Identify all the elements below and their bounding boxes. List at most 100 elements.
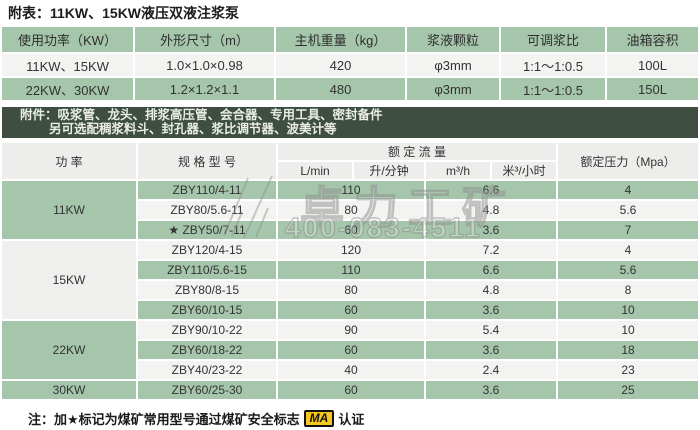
power-group-cell: 22KW (2, 321, 136, 379)
spec-cell: 150L (607, 78, 698, 100)
pressure-cell: 23 (558, 361, 699, 379)
flow-m3h-cell: 3.6 (426, 221, 557, 239)
flow-unit-header-m3h: m³/h (426, 162, 490, 179)
model-header: 规 格 型 号 (138, 143, 276, 179)
spec-cell: 1.0×1.0×0.98 (135, 54, 274, 76)
spec-col-header-weight: 主机重量（kg） (276, 27, 405, 52)
spec-cell: 480 (276, 78, 405, 100)
flow-lmin-cell: 120 (278, 241, 424, 259)
flow-unit-header-lmin-cn: 升/分钟 (354, 162, 424, 179)
pressure-cell: 10 (558, 321, 699, 339)
model-cell: ZBY110/4-11 (138, 181, 276, 199)
flow-lmin-cell: 40 (278, 361, 424, 379)
spec-table-row: 22KW、30KW 1.2×1.2×1.1 480 φ3mm 1:1～1:0.5 150L (2, 78, 698, 100)
model-table-row: ★ ZBY50/7-11 60 3.6 7 (2, 221, 699, 239)
spec-table: 使用功率（KW） 外形尺寸（m） 主机重量（kg） 浆液颗粒 可调浆比 油箱容积… (0, 25, 700, 102)
model-table-row: 30KW ZBY60/25-30 60 3.6 25 (2, 381, 699, 399)
pressure-cell: 4 (558, 241, 699, 259)
model-cell: ZBY60/10-15 (138, 301, 276, 319)
power-group-cell: 11KW (2, 181, 136, 239)
page-title: 附表：11KW、15KW液压双液注浆泵 (8, 5, 240, 21)
flow-lmin-cell: 60 (278, 221, 424, 239)
banner-line-1: 附件：吸浆管、龙头、排浆高压管、会合器、专用工具、密封备件 (20, 108, 383, 122)
ma-certification-badge: MA (303, 410, 335, 427)
power-group-cell: 15KW (2, 241, 136, 319)
accessories-banner: 附件：吸浆管、龙头、排浆高压管、会合器、专用工具、密封备件 另可选配稠浆料斗、封… (2, 107, 698, 138)
model-table-row: 15KW ZBY120/4-15 120 7.2 4 (2, 241, 699, 319)
pressure-cell: 18 (558, 341, 699, 359)
flow-m3h-cell: 6.6 (426, 261, 557, 279)
flow-lmin-cell: 110 (278, 181, 424, 199)
footnote: 注：加★标记为煤矿常用型号通过煤矿安全标志 MA 认证 (28, 409, 700, 428)
model-table-row: ZBY60/18-22 60 3.6 18 (2, 341, 699, 359)
flow-lmin-cell: 90 (278, 321, 424, 339)
banner-line-2: 另可选配稠浆料斗、封孔器、浆比调节器、波美计等 (49, 121, 337, 136)
footnote-prefix: 注：加★标记为煤矿常用型号通过煤矿安全标志 (28, 412, 300, 427)
spec-cell: 1.2×1.2×1.1 (135, 78, 274, 100)
spec-cell: 1:1～1:0.5 (501, 78, 605, 100)
model-cell: ZBY60/25-30 (138, 381, 276, 399)
flow-m3h-cell: 2.4 (426, 361, 557, 379)
footnote-suffix: 认证 (338, 412, 365, 427)
spec-cell: 11KW、15KW (2, 54, 133, 76)
pressure-cell: 4 (558, 181, 699, 199)
flow-m3h-cell: 3.6 (426, 301, 557, 319)
spec-cell: 100L (607, 54, 698, 76)
spec-col-header-power: 使用功率（KW） (2, 27, 133, 52)
spec-col-header-dimensions: 外形尺寸（m） (135, 27, 274, 52)
model-table: 功 率 规 格 型 号 额 定 流 量 额定压力（Mpa） L/min 升/分钟… (0, 141, 700, 401)
pressure-cell: 25 (558, 381, 699, 399)
flow-m3h-cell: 7.2 (426, 241, 557, 259)
model-cell: ZBY40/23-22 (138, 361, 276, 379)
spec-header-row: 使用功率（KW） 外形尺寸（m） 主机重量（kg） 浆液颗粒 可调浆比 油箱容积 (2, 27, 698, 52)
spec-cell: φ3mm (407, 54, 499, 76)
pressure-cell: 10 (558, 301, 699, 319)
spec-col-header-particle: 浆液颗粒 (407, 27, 499, 52)
model-table-row: ZBY60/10-15 60 3.6 10 (2, 301, 699, 319)
model-cell: ZBY110/5.6-15 (138, 261, 276, 279)
flow-m3h-cell: 6.6 (426, 181, 557, 199)
spec-cell: 22KW、30KW (2, 78, 133, 100)
spec-col-header-tank: 油箱容积 (607, 27, 698, 52)
flow-m3h-cell: 5.4 (426, 321, 557, 339)
model-cell: ZBY80/5.6-11 (138, 201, 276, 219)
model-header-row-1: 功 率 规 格 型 号 额 定 流 量 额定压力（Mpa） (2, 143, 699, 179)
pressure-cell: 5.6 (558, 261, 699, 279)
model-cell: ★ ZBY50/7-11 (138, 221, 276, 239)
power-header: 功 率 (2, 143, 136, 179)
flow-lmin-cell: 80 (278, 281, 424, 299)
pressure-header: 额定压力（Mpa） (558, 143, 699, 179)
flow-unit-header-lmin: L/min (278, 162, 352, 179)
spec-table-body: 11KW、15KW 1.0×1.0×0.98 420 φ3mm 1:1～1:0.5 100… (2, 54, 698, 100)
model-table-row: ZBY80/5.6-11 80 4.8 5.6 (2, 201, 699, 219)
model-cell: ZBY60/18-22 (138, 341, 276, 359)
flow-m3h-cell: 3.6 (426, 341, 557, 359)
model-table-row: ZBY110/5.6-15 110 6.6 5.6 (2, 261, 699, 279)
flow-lmin-cell: 110 (278, 261, 424, 279)
model-header-row-2: L/min 升/分钟 m³/h 米³/小时 (2, 162, 698, 179)
model-cell: ZBY120/4-15 (138, 241, 276, 259)
flow-group-header: 额 定 流 量 (278, 143, 557, 160)
flow-m3h-cell: 3.6 (426, 381, 557, 399)
model-table-row: 22KW ZBY90/10-22 90 5.4 10 (2, 321, 699, 379)
spec-table-row: 11KW、15KW 1.0×1.0×0.98 420 φ3mm 1:1～1:0.5 100… (2, 54, 698, 76)
model-cell: ZBY90/10-22 (138, 321, 276, 339)
model-table-row: ZBY80/8-15 80 4.8 8 (2, 281, 699, 299)
model-table-row: 11KW ZBY110/4-11 110 6.6 4 (2, 181, 699, 239)
model-table-row: ZBY40/23-22 40 2.4 23 (2, 361, 699, 379)
model-cell: ZBY80/8-15 (138, 281, 276, 299)
pressure-cell: 7 (558, 221, 699, 239)
power-group-cell: 30KW (2, 381, 136, 399)
flow-lmin-cell: 80 (278, 201, 424, 219)
flow-unit-header-m3h-cn: 米³/小时 (492, 162, 557, 179)
spec-col-header-ratio: 可调浆比 (501, 27, 605, 52)
model-table-body: 11KW ZBY110/4-11 110 6.6 4 ZBY80/5.6-11 80 4.8 5… (2, 181, 699, 399)
pressure-cell: 8 (558, 281, 699, 299)
flow-m3h-cell: 4.8 (426, 201, 557, 219)
spec-cell: φ3mm (407, 78, 499, 100)
spec-cell: 1:1～1:0.5 (501, 54, 605, 76)
flow-lmin-cell: 60 (278, 341, 424, 359)
flow-m3h-cell: 4.8 (426, 281, 557, 299)
flow-lmin-cell: 60 (278, 381, 424, 399)
